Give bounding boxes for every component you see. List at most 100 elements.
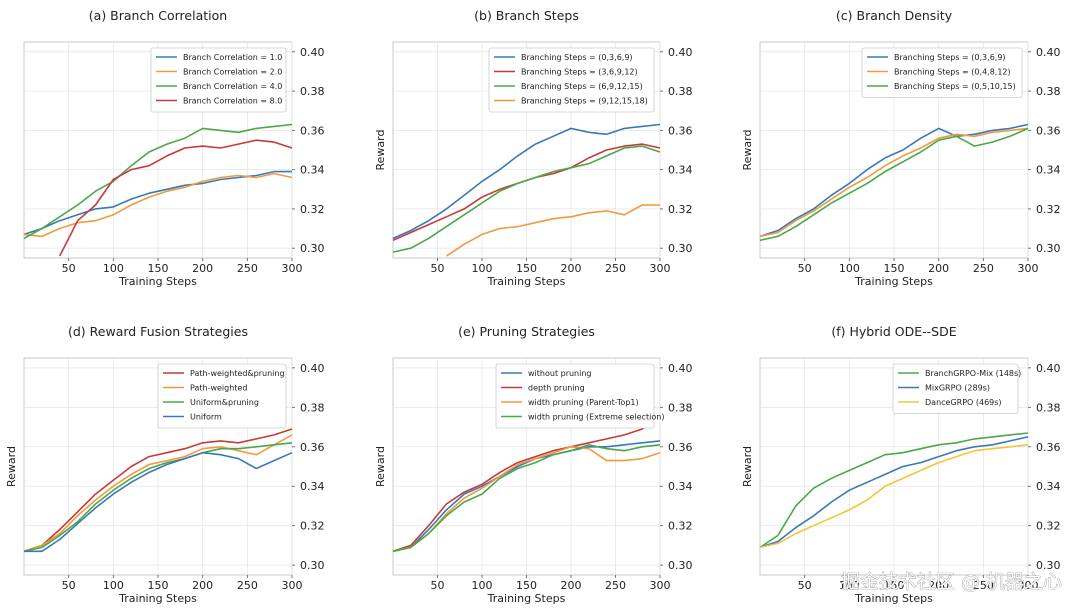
panel-3-xtick-label-0: 50 [798, 262, 812, 275]
panel-2-ytick-label-2: 0.34 [668, 164, 693, 177]
panel-5-ylabel: Reward [374, 446, 387, 487]
panel-1-xtick-label-2: 150 [148, 262, 169, 275]
panel-4-legend-label-2: Path-weighted [190, 384, 247, 393]
panel-5-series-line-1 [392, 440, 661, 553]
panel-2-xtick-label-5: 300 [650, 262, 671, 275]
watermark-text: 掘金技术社区 @ 机器之心 [841, 571, 1062, 593]
panel-4: 50 100 150 200 250 300 0.30 0.32 0.34 0.36 0.38 0.4… [5, 324, 325, 605]
panel-1-xtick-label-4: 250 [237, 262, 258, 275]
panel-5-ytick-label-1: 0.32 [668, 520, 693, 533]
panel-3-xtick-label-2: 150 [884, 262, 905, 275]
panel-4-xtick-label-2: 150 [148, 579, 169, 592]
panel-3-ytick-label-0: 0.30 [1036, 242, 1061, 255]
panel-6-legend-label-3: DanceGRPO (469s) [925, 398, 1002, 407]
panel-1-xtick-label-1: 100 [103, 262, 124, 275]
panel-1-legend-label-4: Branch Correlation = 8.0 [183, 97, 282, 106]
panel-6-title: (f) Hybrid ODE--SDE [831, 324, 956, 339]
panel-3-xtick-label-4: 250 [973, 262, 994, 275]
panel-6-xtick-label-0: 50 [798, 579, 812, 592]
panel-1-xtick-label-3: 200 [192, 262, 213, 275]
panel-6-xtick-label-3: 200 [928, 579, 949, 592]
panel-5-legend-label-2: depth pruning [528, 384, 585, 393]
panel-3-ytick-label-3: 0.36 [1036, 124, 1061, 137]
panel-2-ytick-label-3: 0.36 [668, 124, 693, 137]
panel-5-xtick-label-0: 50 [431, 579, 445, 592]
panel-3-ytick-label-5: 0.40 [1036, 46, 1061, 59]
panel-4-series-line-4 [24, 451, 293, 553]
panel-2-legend-box [488, 47, 655, 113]
panel-6-ytick-label-3: 0.36 [1036, 441, 1061, 454]
panel-2-xtick-label-1: 100 [472, 262, 493, 275]
panel-5-ytick-label-0: 0.30 [668, 559, 693, 572]
panel-4-xtick-label-0: 50 [62, 579, 76, 592]
panel-4-series-line-1 [23, 428, 293, 553]
panel-4-legend-label-1: Path-weighted&pruning [190, 369, 285, 378]
panel-6-ylabel: Reward [741, 446, 754, 487]
panel-6-xtick-label-2: 150 [884, 579, 905, 592]
panel-3-xtick-label-1: 100 [839, 262, 860, 275]
panel-3-series-line-3 [759, 127, 1029, 242]
panel-1-xtick-label-5: 300 [282, 262, 303, 275]
panel-3: 50 100 150 200 250 300 0.30 0.32 0.34 0.36 0.38 0.4… [741, 8, 1061, 288]
panel-6-xtick-label-1: 100 [839, 579, 860, 592]
panel-5-xtick-label-3: 200 [561, 579, 582, 592]
panel-4-title: (d) Reward Fusion Strategies [68, 324, 248, 339]
panel-6-xlabel: Training Steps [854, 592, 933, 605]
panel-2-ytick-label-4: 0.38 [668, 85, 693, 98]
panel-5-legend-label-3: width pruning (Parent-Top1) [528, 398, 639, 407]
panel-1-ytick-label-1: 0.32 [300, 203, 325, 216]
panel-4-xtick-label-1: 100 [103, 579, 124, 592]
panel-3-series-line-1 [759, 123, 1029, 238]
panel-2-legend-label-3: Branching Steps = (6,9,12,15) [521, 82, 643, 91]
panel-4-ytick-label-2: 0.34 [300, 480, 325, 493]
panel-1-ytick-label-4: 0.38 [300, 85, 325, 98]
panel-5-xtick-label-1: 100 [472, 579, 493, 592]
panel-6-series-line-1 [759, 432, 1029, 549]
panel-5-ytick-label-5: 0.40 [668, 362, 693, 375]
panel-3-legend-label-2: Branching Steps = (0,4,8,12) [894, 68, 1011, 77]
panel-6: 50 100 150 200 250 300 0.30 0.32 0.34 0.36 0.38 0.4… [741, 324, 1061, 605]
panel-2-legend-label-2: Branching Steps = (3,6,9,12) [521, 68, 638, 77]
panel-6-series-line-3 [759, 444, 1029, 549]
panel-3-legend-label-1: Branching Steps = (0,3,6,9) [894, 53, 1006, 62]
panel-2-xtick-label-4: 250 [605, 262, 626, 275]
panel-4-ytick-label-0: 0.30 [300, 559, 325, 572]
panel-2-xtick-label-3: 200 [561, 262, 582, 275]
panel-4-xtick-label-4: 250 [237, 579, 258, 592]
panel-4-xlabel: Training Steps [118, 592, 197, 605]
panel-4-legend-label-3: Uniform&pruning [190, 398, 259, 407]
panel-1-series-line-2 [23, 172, 293, 238]
panel-2-title: (b) Branch Steps [474, 8, 579, 23]
panel-1-legend-box [150, 47, 287, 113]
panel-6-series-line-2 [759, 436, 1029, 549]
panel-4-ytick-label-5: 0.40 [300, 362, 325, 375]
panel-1-xtick-label-0: 50 [62, 262, 76, 275]
panel-4-series-line-2 [23, 434, 293, 553]
panel-1-xlabel: Training Steps [118, 275, 197, 288]
panel-2: 50 100 150 200 250 300 0.30 0.32 0.34 0.36 0.38 0.4… [374, 8, 693, 288]
panel-6-xtick-label-4: 250 [973, 579, 994, 592]
panel-2-series-line-3 [392, 145, 661, 253]
panel-5-xtick-label-4: 250 [605, 579, 626, 592]
panel-3-xtick-label-3: 200 [928, 262, 949, 275]
panel-3-legend-box [861, 47, 1023, 98]
panel-5-ytick-label-4: 0.38 [668, 401, 693, 414]
panel-5-ytick-label-2: 0.34 [668, 480, 693, 493]
panel-3-legend-label-3: Branching Steps = (0,5,10,15) [894, 82, 1016, 91]
panel-3-title: (c) Branch Density [836, 8, 953, 23]
panel-3-series-line-2 [759, 127, 1029, 238]
panel-5-legend-label-4: width pruning (Extreme selection) [528, 413, 664, 422]
panel-4-legend-box [157, 363, 287, 429]
panel-4-ytick-label-4: 0.38 [300, 401, 325, 414]
panel-2-ytick-label-1: 0.32 [668, 203, 693, 216]
panel-5-title: (e) Pruning Strategies [458, 324, 595, 339]
panel-1-ytick-label-2: 0.34 [300, 164, 325, 177]
panel-3-ylabel: Reward [741, 130, 754, 171]
panel-2-xtick-label-2: 150 [516, 262, 537, 275]
panel-5-series-line-2 [392, 422, 652, 553]
panel-5-legend-box [495, 363, 655, 429]
panel-1-ytick-label-5: 0.40 [300, 46, 325, 59]
panel-2-ylabel: Reward [374, 130, 387, 171]
panel-6-xtick-label-5: 300 [1018, 579, 1039, 592]
